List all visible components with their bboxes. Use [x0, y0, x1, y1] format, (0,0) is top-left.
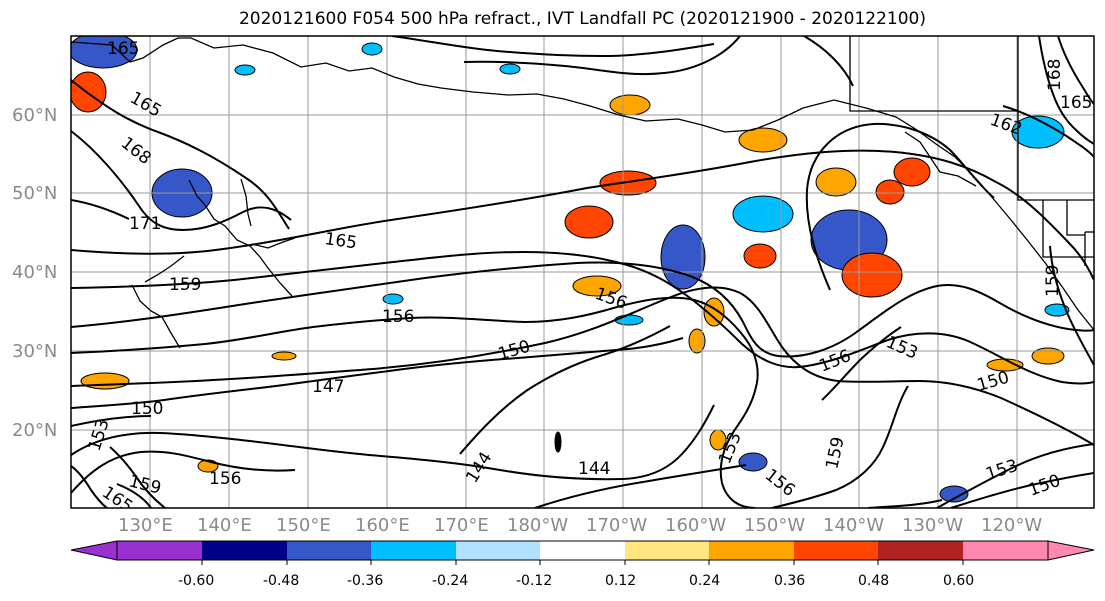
contour-label: 165: [107, 39, 139, 59]
colorbar-bin: [202, 541, 287, 560]
shading-patch: [599, 170, 657, 196]
shading-patch: [732, 195, 794, 233]
shading-patch: [554, 431, 562, 453]
shading-patch: [1011, 115, 1065, 149]
lat-labels: 60°N 50°N 40°N 30°N 20°N: [12, 105, 57, 441]
lon-label: 130°W: [902, 515, 963, 536]
shading-patch: [738, 127, 788, 153]
contour-label: 165: [323, 229, 358, 253]
contour-label: 147: [312, 377, 344, 397]
shading-patch: [609, 94, 651, 116]
colorbar-bin: [709, 541, 794, 560]
shading-patch: [71, 36, 138, 69]
shading-patch: [875, 179, 905, 205]
contour-label: 159: [1043, 265, 1063, 297]
colorbar-tick-label: 0.12: [605, 573, 636, 589]
shading-patch: [234, 64, 256, 76]
colorbar-bin: [117, 541, 202, 560]
colorbar: -0.60 -0.48 -0.36 -0.24 -0.12 0.12 0.24 …: [70, 540, 1095, 589]
lon-label: 140°W: [823, 515, 884, 536]
lat-label: 60°N: [12, 105, 57, 126]
shading-patch: [80, 372, 130, 390]
shading-patch: [564, 205, 614, 239]
lat-label: 30°N: [12, 341, 57, 362]
shading-patch: [614, 314, 644, 326]
lon-label: 180°W: [507, 515, 568, 536]
lon-label: 160°W: [665, 515, 726, 536]
shading-patch: [893, 157, 931, 187]
colorbar-bin: [625, 541, 709, 560]
lat-label: 50°N: [12, 183, 57, 204]
colorbar-tick-label: -0.12: [516, 573, 552, 589]
shading-patch: [572, 275, 622, 297]
lon-label: 140°E: [197, 515, 252, 536]
lon-label: 160°E: [355, 515, 410, 536]
colorbar-bin: [371, 541, 456, 560]
shading-patch: [271, 351, 297, 361]
shading-patch: [841, 252, 903, 298]
colorbar-left-extension: [70, 540, 118, 561]
contour-label: 168: [1045, 59, 1065, 91]
colorbar-tick-label: 0.60: [943, 573, 974, 589]
contour-label: 156: [209, 469, 241, 489]
lat-label: 40°N: [12, 262, 57, 283]
shading-patch: [688, 328, 706, 354]
map-frame: [70, 35, 1095, 509]
shading-patch: [1031, 347, 1065, 365]
lon-label: 170°W: [586, 515, 647, 536]
colorbar-tick-label: -0.24: [432, 573, 468, 589]
lon-label: 130°E: [118, 515, 173, 536]
colorbar-bin: [963, 541, 1048, 560]
colorbar-tick-label: -0.48: [263, 573, 299, 589]
ivt-shading: [71, 36, 1070, 503]
lat-label: 20°N: [12, 420, 57, 441]
contour-label: 150: [131, 399, 163, 419]
colorbar-bin: [540, 541, 625, 560]
shading-patch: [499, 63, 521, 75]
shading-patch: [815, 167, 857, 197]
shading-patch: [382, 293, 404, 305]
colorbar-bin: [287, 541, 371, 560]
colorbar-frame: [116, 540, 1049, 561]
contour-label: 171: [129, 214, 161, 234]
lon-labels: 130°E 140°E 150°E 160°E 170°E 180°W 170°…: [118, 515, 1042, 536]
contour-labels: 165 165 168 171 165 159 156 156 150 147 …: [85, 39, 1093, 508]
shading-patch: [71, 71, 107, 113]
colorbar-bin: [794, 541, 878, 560]
colorbar-tick-label: 0.24: [689, 573, 720, 589]
grid-lines: [71, 36, 1094, 508]
contour-label: 156: [382, 307, 414, 327]
lon-label: 150°E: [276, 515, 331, 536]
shading-patch: [738, 452, 768, 472]
colorbar-tick-label: 0.48: [858, 573, 889, 589]
contour-lines: [71, 36, 1094, 508]
shading-patch: [1044, 303, 1070, 317]
contour-label: 165: [1060, 93, 1092, 113]
lon-label: 120°W: [981, 515, 1042, 536]
colorbar-tick-label: -0.60: [178, 573, 214, 589]
colorbar-bin: [878, 541, 963, 560]
colorbar-tick-label: 0.36: [774, 573, 805, 589]
colorbar-tick-label: -0.36: [347, 573, 383, 589]
contour-label: 159: [169, 275, 201, 295]
shading-patch: [743, 243, 777, 269]
shading-patch: [939, 485, 969, 503]
shading-patch: [361, 42, 383, 56]
colorbar-bin: [456, 541, 540, 560]
shading-patch: [660, 224, 706, 290]
figure-title: 2020121600 F054 500 hPa refract., IVT La…: [238, 9, 926, 29]
contour-label: 144: [578, 459, 610, 479]
colorbar-right-extension: [1047, 540, 1095, 561]
lon-label: 170°E: [434, 515, 489, 536]
colorbar-ticks: [201, 560, 964, 565]
lon-label: 150°W: [744, 515, 805, 536]
